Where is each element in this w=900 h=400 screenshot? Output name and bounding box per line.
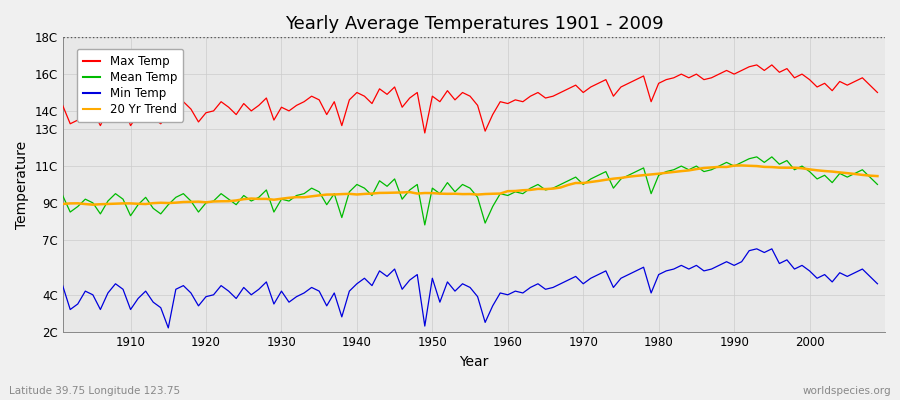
- Text: worldspecies.org: worldspecies.org: [803, 386, 891, 396]
- Legend: Max Temp, Mean Temp, Min Temp, 20 Yr Trend: Max Temp, Mean Temp, Min Temp, 20 Yr Tre…: [76, 49, 183, 122]
- X-axis label: Year: Year: [459, 355, 489, 369]
- Title: Yearly Average Temperatures 1901 - 2009: Yearly Average Temperatures 1901 - 2009: [284, 15, 663, 33]
- Text: Latitude 39.75 Longitude 123.75: Latitude 39.75 Longitude 123.75: [9, 386, 180, 396]
- Y-axis label: Temperature: Temperature: [15, 140, 29, 228]
